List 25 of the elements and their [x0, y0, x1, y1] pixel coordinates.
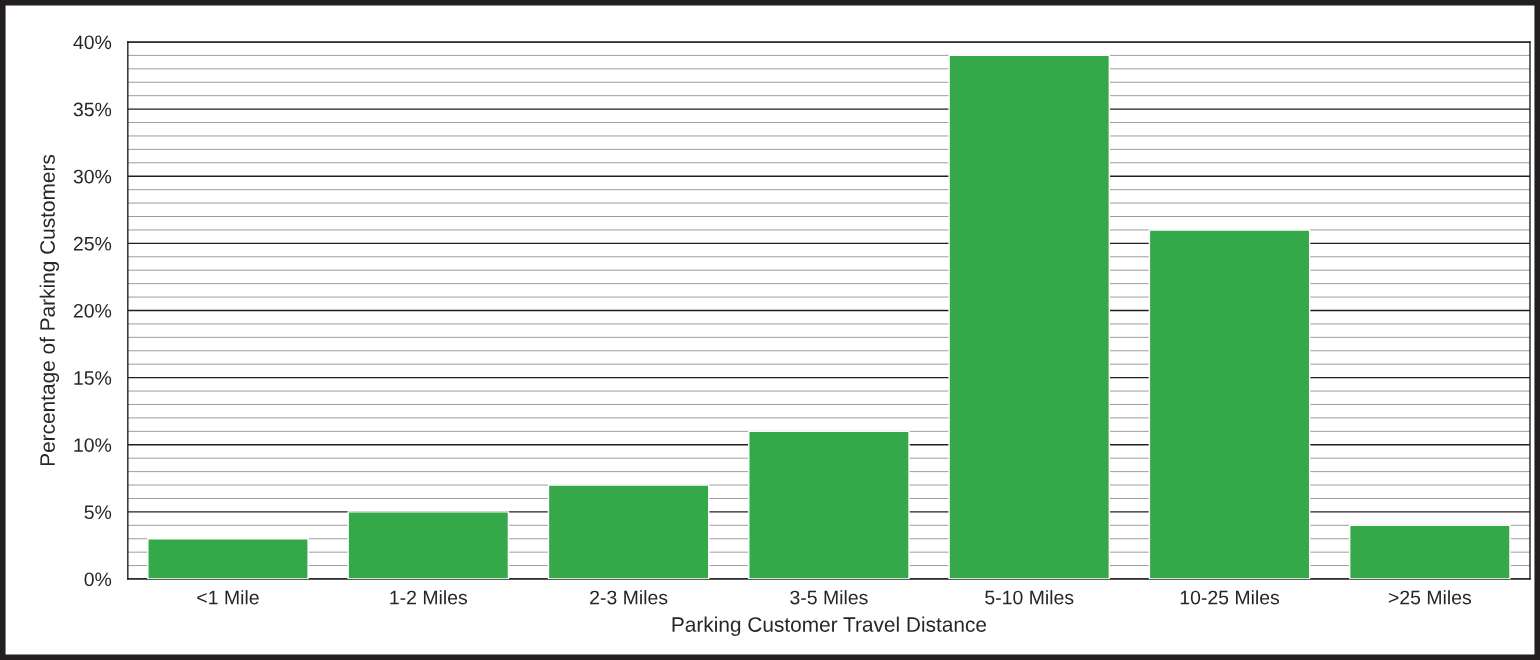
- bar: [547, 484, 710, 580]
- bar: [748, 430, 910, 580]
- y-tick-label: 10%: [74, 438, 112, 452]
- y-tick-label: 5%: [84, 505, 112, 520]
- bar: [1349, 524, 1511, 580]
- x-tick-label: 3-5 Miles: [790, 590, 868, 605]
- x-tick-label: 5-10 Miles: [985, 590, 1074, 605]
- x-tick-label: 10-25 Miles: [1180, 590, 1280, 605]
- y-tick-label: 20%: [73, 303, 112, 318]
- y-axis-title: Percentage of Parking Customers: [39, 154, 60, 466]
- y-tick-label: 25%: [73, 236, 112, 251]
- y-tick-label: 15%: [74, 371, 112, 385]
- bar: [347, 511, 510, 580]
- y-tick-label: 40%: [73, 35, 112, 50]
- x-tick-label: 1-2 Miles: [390, 590, 468, 605]
- y-tick-label: 30%: [73, 169, 112, 184]
- y-tick-label: 35%: [73, 102, 112, 117]
- x-axis-title: Parking Customer Travel Distance: [672, 616, 987, 637]
- bar: [147, 538, 309, 580]
- bar: [948, 54, 1111, 580]
- x-tick-label: 2-3 Miles: [590, 590, 668, 605]
- x-tick-label: >25 Miles: [1388, 590, 1472, 605]
- y-tick-label: 0%: [84, 572, 112, 587]
- x-tick-label: <1 Mile: [197, 590, 259, 605]
- bar: [1148, 229, 1311, 580]
